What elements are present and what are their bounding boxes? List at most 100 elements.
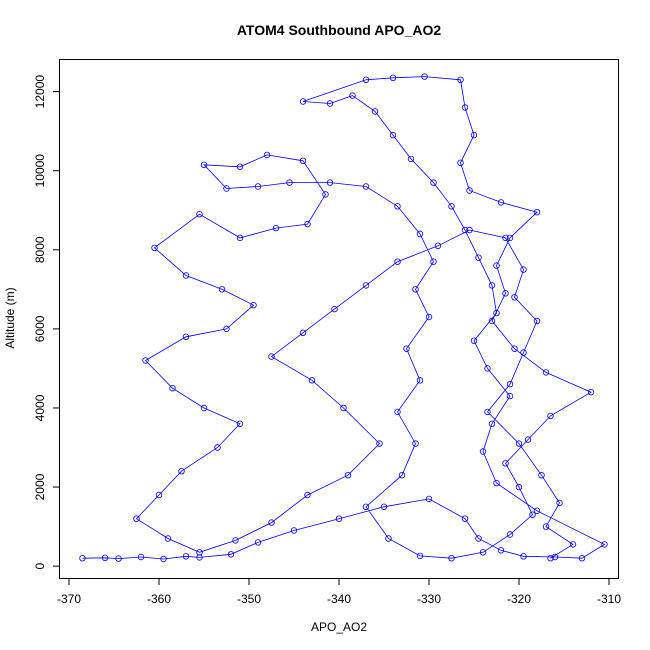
- data-point: [362, 183, 370, 190]
- data-point: [268, 519, 275, 526]
- data-point: [506, 234, 514, 242]
- data-point: [484, 408, 491, 416]
- data-point: [448, 203, 455, 210]
- data-point: [115, 555, 122, 562]
- data-point: [196, 554, 203, 561]
- data-point: [227, 551, 235, 558]
- data-point: [137, 553, 145, 561]
- data-point: [362, 76, 370, 83]
- data-point: [254, 539, 262, 546]
- data-point: [533, 208, 541, 216]
- data-point: [457, 76, 464, 83]
- data-point: [479, 448, 487, 455]
- data-point: [416, 377, 424, 384]
- y-tick-label: 6000: [33, 315, 47, 342]
- data-point: [515, 483, 523, 491]
- data-point: [178, 468, 185, 475]
- data-point: [412, 286, 419, 293]
- y-tick-label: 0: [33, 562, 47, 569]
- data-point: [497, 547, 505, 554]
- data-point: [290, 527, 298, 534]
- data-point: [533, 317, 541, 325]
- data-point: [398, 472, 406, 479]
- data-point: [236, 234, 244, 242]
- series-line: [82, 76, 606, 560]
- data-point: [394, 258, 401, 265]
- data-point: [182, 553, 190, 560]
- data-point: [169, 385, 176, 392]
- data-point: [511, 294, 518, 301]
- data-point: [272, 224, 280, 232]
- data-point: [403, 345, 410, 352]
- data-point: [533, 507, 541, 514]
- data-point: [304, 491, 311, 499]
- data-point: [299, 157, 307, 164]
- data-point: [578, 555, 586, 562]
- data-point: [520, 266, 527, 273]
- x-tick-label: -360: [147, 592, 171, 606]
- data-point: [349, 92, 356, 99]
- data-point: [196, 210, 203, 218]
- data-point: [268, 353, 275, 360]
- data-point: [506, 381, 514, 388]
- data-point: [389, 74, 397, 81]
- data-point: [331, 305, 338, 313]
- data-point: [421, 73, 428, 80]
- data-point: [493, 262, 500, 269]
- data-point: [488, 420, 496, 427]
- data-point: [236, 420, 244, 427]
- y-tick-label: 4000: [33, 394, 47, 421]
- data-point: [502, 290, 509, 297]
- data-point: [488, 317, 496, 325]
- data-point: [430, 179, 437, 186]
- data-point: [223, 185, 230, 192]
- data-point: [538, 472, 545, 479]
- data-point: [214, 444, 221, 451]
- data-point: [182, 272, 190, 279]
- data-point: [488, 282, 496, 289]
- data-point: [236, 163, 244, 170]
- data-point: [286, 179, 293, 186]
- data-point: [155, 491, 163, 499]
- data-point: [506, 392, 514, 400]
- data-point: [254, 183, 262, 190]
- y-tick-label: 8000: [33, 236, 47, 263]
- data-point: [389, 131, 397, 139]
- data-point: [506, 531, 514, 538]
- data-point: [344, 472, 352, 479]
- data-point: [250, 302, 257, 309]
- data-point: [587, 389, 595, 396]
- data-point: [529, 511, 536, 518]
- x-tick-label: -320: [507, 592, 531, 606]
- data-point: [430, 258, 437, 265]
- data-point: [394, 203, 401, 210]
- data-point: [412, 440, 419, 447]
- data-point: [569, 541, 577, 548]
- data-point: [475, 535, 482, 542]
- data-point: [335, 515, 343, 522]
- data-point: [326, 100, 334, 107]
- data-point: [515, 440, 523, 447]
- x-axis: -370 -360 -350 -340 -330 -320 -310: [57, 578, 621, 606]
- x-tick-label: -350: [237, 592, 261, 606]
- data-point: [79, 555, 86, 562]
- data-point: [376, 440, 383, 447]
- data-point: [461, 226, 469, 234]
- data-point: [601, 541, 608, 548]
- x-tick-label: -340: [327, 592, 351, 606]
- data-point: [511, 345, 518, 352]
- data-point: [133, 515, 140, 522]
- data-point: [425, 495, 433, 503]
- data-point: [151, 244, 158, 251]
- data-point: [542, 369, 550, 376]
- data-point: [457, 159, 464, 166]
- data-point: [394, 408, 401, 416]
- data-point: [520, 349, 527, 356]
- data-point: [200, 161, 208, 168]
- data-point: [416, 230, 424, 238]
- data-point: [416, 552, 424, 560]
- data-point: [407, 155, 415, 163]
- data-point: [502, 460, 509, 467]
- data-point: [308, 377, 316, 384]
- data-point: [466, 226, 473, 234]
